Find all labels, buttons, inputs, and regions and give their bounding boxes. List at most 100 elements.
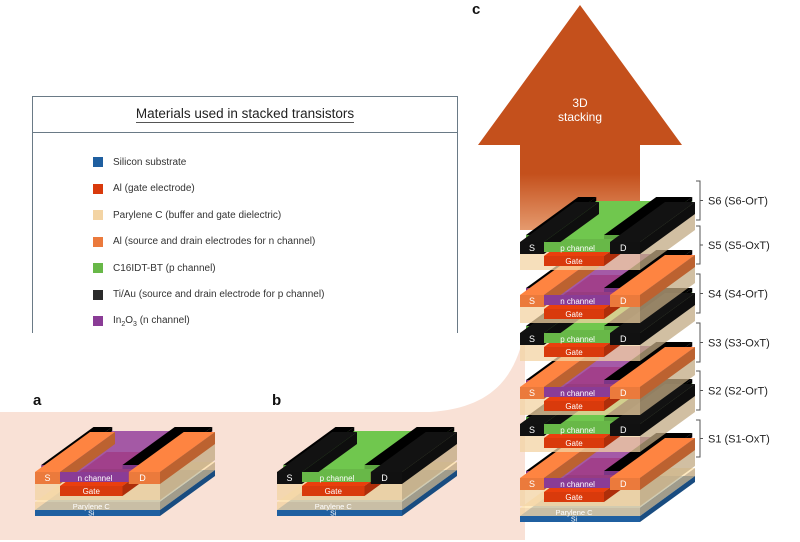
- channel-top-slab-front: [524, 292, 640, 295]
- gate-label: Gate: [83, 487, 101, 496]
- parylene-label: Parylene C: [555, 508, 593, 517]
- drain-electrode: [610, 438, 695, 490]
- layer-label: S4 (S4-OrT): [708, 289, 768, 301]
- arrow-shape: [478, 5, 682, 230]
- si-substrate-side: [402, 470, 457, 516]
- source-electrode-top: [35, 432, 115, 472]
- source-label: S: [529, 296, 535, 306]
- drain-electrode-side: [640, 255, 695, 307]
- materials-legend: Materials used in stacked transistors Si…: [32, 96, 458, 333]
- drain-label: D: [620, 334, 627, 344]
- drain-electrode-top: [610, 347, 695, 387]
- layer-bracket-1: S1 (S1-OxT): [696, 419, 770, 458]
- drain-electrode-side: [640, 293, 695, 345]
- gate-label: Gate: [565, 402, 583, 411]
- si-substrate-front: [520, 516, 640, 522]
- channel-front: [544, 295, 610, 305]
- channel-label: n channel: [78, 474, 113, 483]
- channel-label: p channel: [560, 244, 595, 253]
- gate-label: Gate: [565, 348, 583, 357]
- channel-top-slab-front: [524, 421, 640, 424]
- source-electrode: [277, 432, 357, 484]
- legend-swatch: [93, 236, 103, 247]
- parylene-buffer-front: [35, 502, 160, 510]
- channel-top-slab-front: [282, 469, 402, 472]
- arrow-label-line2: stacking: [558, 110, 602, 124]
- channel-top-slab-front: [524, 239, 640, 242]
- legend-swatch: [93, 289, 103, 300]
- source-electrode-side: [60, 432, 115, 484]
- panel-b-device: Gate S Dp channel: [277, 427, 457, 500]
- drain-electrode-top: [128, 432, 215, 472]
- drain-electrode-front: [128, 472, 160, 484]
- source-electrode-top: [520, 202, 599, 242]
- drain-electrode-top: [610, 255, 695, 295]
- drain-electrode-side: [402, 432, 457, 484]
- parylene-label: Parylene C: [73, 502, 111, 511]
- gate-electrode-front: [544, 401, 604, 411]
- source-electrode-side: [302, 432, 357, 484]
- gate-electrode-front: [302, 486, 365, 496]
- channel-top-slab-front: [40, 469, 160, 472]
- parylene-label: Parylene C: [315, 502, 353, 511]
- drain-label: D: [620, 425, 627, 435]
- bracket-line: [696, 419, 703, 458]
- drain-electrode-side: [160, 432, 215, 484]
- stacking-arrow: 3D stacking: [478, 5, 682, 230]
- layer-label: S2 (S2-OrT): [708, 386, 768, 398]
- parylene-buffer-front: [277, 502, 402, 510]
- drain-label: D: [620, 479, 627, 489]
- gate-electrode-front: [60, 486, 123, 496]
- panel-label-c: c: [472, 1, 480, 18]
- drain-electrode-side: [640, 347, 695, 399]
- gate-label: Gate: [565, 439, 583, 448]
- stack-layer-5: Gate S Dn channel: [520, 250, 695, 323]
- legend-swatch: [93, 183, 103, 194]
- source-label: S: [529, 479, 535, 489]
- channel-label: n channel: [560, 389, 595, 398]
- layer-label: S5 (S5-OxT): [708, 240, 770, 252]
- channel-front: [544, 242, 610, 252]
- channel-front: [302, 472, 371, 482]
- drain-electrode: [128, 432, 215, 484]
- layer-label: S1 (S1-OxT): [708, 434, 770, 446]
- legend-swatch: [93, 263, 103, 274]
- layer-bracket-2: S2 (S2-OrT): [696, 370, 768, 411]
- drain-label: D: [620, 243, 627, 253]
- gate-electrode-front: [544, 309, 604, 319]
- source-electrode-front: [520, 333, 544, 345]
- legend-item-n-channel: In2O3 (n channel): [93, 308, 457, 335]
- parylene-buffer-side: [402, 462, 457, 510]
- channel-label: p channel: [560, 335, 595, 344]
- gate-electrode-front: [544, 347, 604, 357]
- legend-item-p-channel: C16IDT-BT (p channel): [93, 255, 457, 282]
- gate-label: Gate: [565, 257, 583, 266]
- si-substrate-side: [640, 476, 695, 522]
- layer-bracket-5: S5 (S5-OxT): [696, 225, 770, 265]
- drain-electrode-side: [640, 202, 695, 254]
- drain-electrode: [610, 255, 695, 307]
- drain-label: D: [620, 388, 627, 398]
- drain-electrode-front: [610, 424, 640, 436]
- layer-bracket-6: S6 (S6-OrT): [696, 180, 768, 221]
- source-electrode: [35, 432, 115, 484]
- drain-electrode-side: [640, 384, 695, 436]
- source-label: S: [44, 473, 50, 483]
- drain-label: D: [620, 296, 627, 306]
- channel-front: [544, 387, 610, 397]
- layer-label: S3 (S3-OxT): [708, 338, 770, 350]
- source-electrode-front: [520, 424, 544, 436]
- channel-front: [60, 472, 129, 482]
- legend-title: Materials used in stacked transistors: [33, 97, 457, 133]
- bracket-line: [696, 225, 703, 265]
- drain-electrode-top: [610, 202, 695, 242]
- source-electrode-front: [35, 472, 60, 484]
- drain-electrode-side: [640, 438, 695, 490]
- drain-electrode: [610, 347, 695, 399]
- channel-label: p channel: [320, 474, 355, 483]
- parylene-buffer-side: [640, 468, 695, 516]
- drain-label: D: [139, 473, 146, 483]
- drain-electrode-front: [610, 387, 640, 399]
- gate-label: Gate: [565, 310, 583, 319]
- stack-layer-6: Gate S Dp channel: [520, 197, 695, 270]
